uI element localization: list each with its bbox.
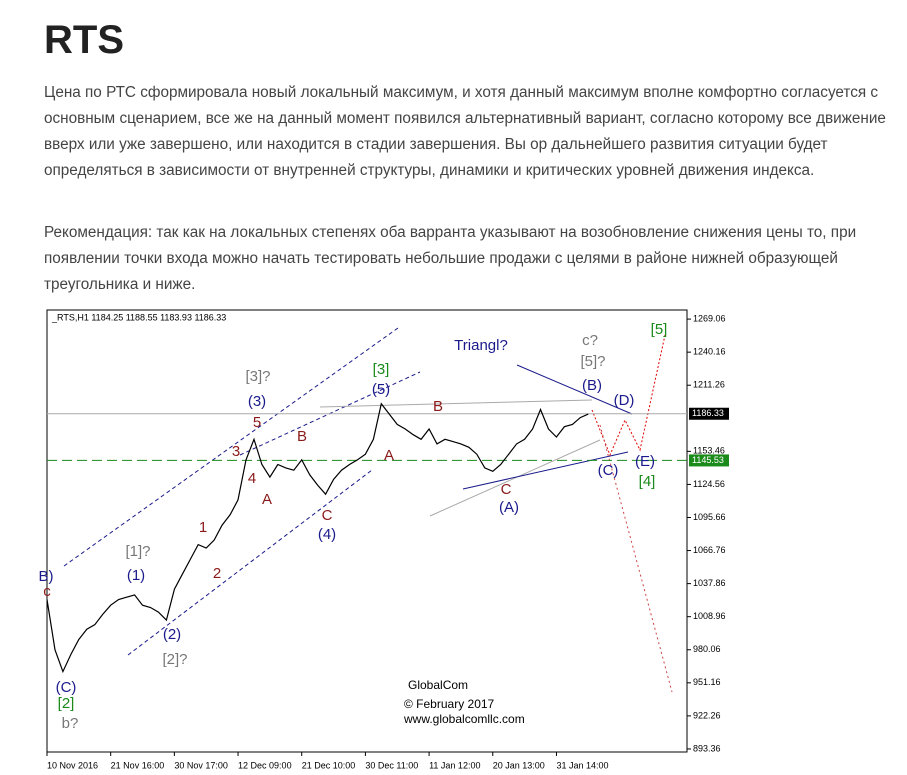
wave-label: (D) bbox=[614, 392, 635, 409]
level-box bbox=[689, 454, 729, 467]
y-tick-label: 1124.56 bbox=[693, 479, 725, 489]
triangle-line bbox=[462, 451, 629, 490]
level-label: 1186.33 bbox=[692, 408, 724, 418]
x-tick-label: 21 Dec 10:00 bbox=[302, 760, 356, 770]
y-tick-label: 980.06 bbox=[693, 644, 721, 654]
level-label: 1145.53 bbox=[692, 455, 724, 465]
wave-label: 5 bbox=[253, 414, 261, 431]
x-tick-label: 12 Dec 09:00 bbox=[238, 760, 292, 770]
wave-label: C bbox=[501, 481, 512, 498]
x-tick-label: 31 Jan 14:00 bbox=[556, 760, 608, 770]
y-tick-label: 1066.76 bbox=[693, 545, 726, 555]
plot-frame bbox=[46, 309, 688, 753]
y-tick-label: 893.36 bbox=[693, 743, 721, 753]
trend-line bbox=[429, 439, 601, 517]
y-tick-label: 1095.66 bbox=[693, 512, 726, 522]
wave-label: [2] bbox=[58, 695, 75, 712]
x-tick-label: 20 Jan 13:00 bbox=[493, 760, 545, 770]
wave-label: (5) bbox=[372, 381, 390, 398]
price-line bbox=[46, 402, 589, 674]
wave-label: 3 bbox=[232, 443, 240, 460]
y-tick-label: 1037.86 bbox=[693, 578, 726, 588]
wave-label: (C) bbox=[598, 462, 619, 479]
channel-line bbox=[127, 469, 373, 656]
y-tick-label: 1211.26 bbox=[693, 380, 725, 390]
wave-label: [4] bbox=[639, 473, 656, 490]
y-tick-label: 1153.46 bbox=[693, 446, 725, 456]
wave-label: 4 bbox=[248, 470, 256, 487]
wave-label: (3) bbox=[248, 393, 266, 410]
paragraph: Рекомендация: так как на локальных степе… bbox=[44, 224, 857, 293]
wave-label: [2]? bbox=[162, 651, 187, 668]
wave-label: c? bbox=[582, 332, 598, 349]
watermark: www.globalcomllc.com bbox=[403, 712, 525, 726]
paragraph: Цена по РТС сформировала новый локальный… bbox=[44, 84, 886, 179]
wave-label: (4) bbox=[318, 526, 336, 543]
wave-label: c bbox=[43, 583, 51, 600]
wave-label: A bbox=[384, 447, 394, 464]
y-tick-label: 1269.06 bbox=[693, 313, 726, 323]
wave-label: B) bbox=[39, 568, 54, 585]
triangle-line bbox=[516, 364, 633, 415]
x-tick-label: 11 Jan 12:00 bbox=[429, 760, 480, 770]
y-tick-label: 1008.96 bbox=[693, 611, 726, 621]
watermark: GlobalCom bbox=[408, 678, 468, 692]
wave-label: [1]? bbox=[125, 543, 150, 560]
wave-label: (2) bbox=[163, 626, 181, 643]
level-box bbox=[689, 407, 729, 420]
x-tick-label: 30 Dec 11:00 bbox=[365, 760, 418, 770]
x-tick-label: 21 Nov 16:00 bbox=[111, 760, 165, 770]
wave-label: (B) bbox=[582, 377, 602, 394]
y-tick-label: 922.26 bbox=[693, 710, 721, 720]
wave-label: B bbox=[297, 428, 307, 445]
wave-label: A bbox=[262, 491, 272, 508]
channel-line bbox=[63, 327, 399, 567]
wave-label: [3] bbox=[373, 361, 390, 378]
title: RTS bbox=[44, 18, 124, 62]
chart-header: _RTS,H1 1184.25 1188.55 1183.93 1186.33 bbox=[51, 312, 226, 322]
wave-label: C bbox=[322, 507, 333, 524]
x-tick-label: 10 Nov 2016 bbox=[47, 760, 98, 770]
watermark: © February 2017 bbox=[404, 697, 495, 711]
wave-label: b? bbox=[62, 715, 79, 732]
wave-label: (C) bbox=[56, 679, 77, 696]
wave-label: [5] bbox=[651, 321, 668, 338]
x-tick-label: 30 Nov 17:00 bbox=[174, 760, 228, 770]
wave-label: 2 bbox=[213, 565, 221, 582]
wave-label: [3]? bbox=[245, 368, 270, 385]
trend-line bbox=[319, 399, 593, 408]
projection bbox=[599, 424, 673, 693]
wave-label: (1) bbox=[127, 567, 145, 584]
wave-label: (A) bbox=[499, 499, 519, 516]
y-tick-label: 1240.16 bbox=[693, 347, 726, 357]
wave-label: (E) bbox=[635, 453, 655, 470]
wave-label: B bbox=[433, 398, 443, 415]
wave-label: [5]? bbox=[580, 353, 605, 370]
y-tick-label: 951.16 bbox=[693, 677, 721, 687]
wave-label: Triangl? bbox=[454, 337, 508, 354]
wave-label: 1 bbox=[199, 519, 207, 536]
